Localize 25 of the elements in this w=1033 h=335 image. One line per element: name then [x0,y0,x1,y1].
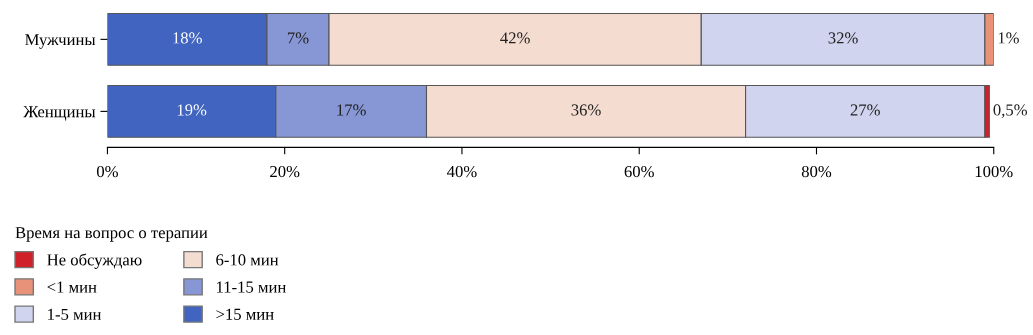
data-label: 1% [998,32,1019,44]
data-label: 27% [850,104,880,116]
data-label: 7% [287,32,309,44]
x-tick-label: 60% [624,165,654,178]
legend-label: Не обсуждаю [47,253,142,269]
x-tick-label: 80% [801,165,832,178]
legend-label: 11-15 мин [217,281,286,293]
data-label: 42% [500,32,530,44]
legend-title: Время на вопрос о терапии [15,227,208,242]
data-label: 0,5% [993,104,1028,118]
legend-label: >15 мин [216,308,274,320]
data-label: 36% [571,104,601,116]
data-label: 17% [337,104,366,116]
data-label: 18% [173,32,202,44]
y-tick-label: Мужчины [25,34,96,49]
x-tick-label: 0% [96,165,118,178]
x-tick-label: 20% [270,165,300,178]
legend-label: <1 мин [47,281,97,293]
data-label: 19% [177,104,207,116]
x-tick-label: 100% [975,165,1013,178]
x-tick-label: 40% [447,165,477,178]
data-label: 32% [828,32,858,44]
y-tick-label: Женщины [23,106,96,121]
legend-label: 6-10 мин [216,254,279,266]
legend-label: 1-5 мин [48,308,102,320]
